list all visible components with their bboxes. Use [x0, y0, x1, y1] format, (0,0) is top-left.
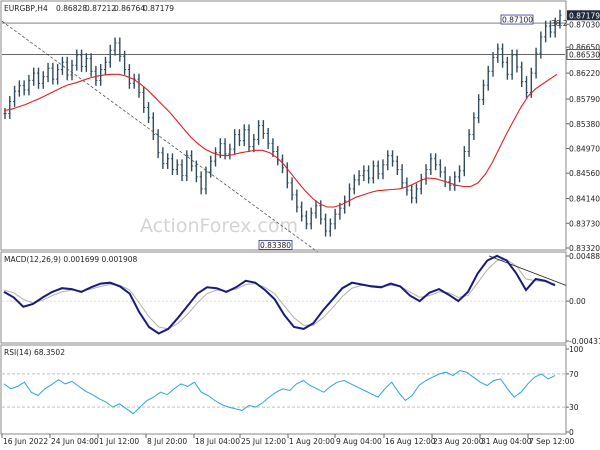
price-plot: 0.87100 38.2 0.83380 0.87179 0.86530	[1, 9, 600, 253]
x-tick-label: 31 Aug 04:00	[481, 437, 532, 446]
rsi-line	[3, 370, 556, 415]
watermark: ActionForex.com	[140, 215, 298, 237]
rsi-panel-frame	[0, 344, 567, 435]
macd-divergence-line	[488, 255, 567, 286]
price-axis: 0.87030 0.86650 0.86220 0.85790 0.85380 0.849…	[566, 20, 600, 253]
x-tick-label: 7 Sep 12:00	[529, 437, 575, 446]
rsi-tick-label: 0	[569, 428, 574, 437]
price-tick-label: 0.83730	[569, 219, 600, 228]
ohlc-open: 0.86828	[56, 4, 87, 13]
rsi-label: RSI(14) 68.3502	[4, 348, 65, 357]
macd-line	[3, 254, 556, 335]
x-tick-label: 9 Aug 04:00	[336, 437, 382, 446]
fib-label: 38.2	[551, 19, 568, 28]
price-tick-label: 0.85790	[569, 95, 600, 104]
x-tick-label: 18 Jul 04:00	[195, 437, 240, 446]
rsi-plot	[2, 370, 565, 415]
macd-label: MACD(12,26,9) 0.001699 0.001908	[4, 255, 138, 264]
rsi-tick-label: 100	[569, 345, 584, 354]
x-tick-label: 25 Jul 12:00	[241, 437, 286, 446]
x-tick-label: 24 Jun 04:00	[51, 437, 99, 446]
price-tick-label: 0.83320	[569, 244, 600, 253]
hline-tag	[566, 49, 600, 60]
level-high-label: 0.87100	[502, 16, 533, 25]
level-low-box	[258, 239, 293, 250]
descending-trendline	[1, 20, 319, 253]
x-tick-label: 8 Jul 20:00	[147, 437, 187, 446]
symbol-label: EURGBP,H4	[4, 4, 48, 13]
price-panel-frame	[0, 0, 567, 251]
price-tick-label: 0.84560	[569, 169, 600, 178]
hline-tag-label: 0.86530	[569, 50, 600, 59]
price-tick-label: 0.86650	[569, 43, 600, 52]
macd-panel-frame	[0, 251, 567, 344]
rsi-tick-label: 70	[569, 370, 579, 379]
price-tick-label: 0.84970	[569, 144, 600, 153]
last-price-tag	[567, 10, 600, 21]
macd-plot	[2, 254, 567, 335]
price-tick-label: 0.84140	[569, 195, 600, 204]
x-tick-label: 23 Aug 20:00	[433, 437, 484, 446]
x-axis: 16 Jun 2022 24 Jun 04:00 1 Jul 12:00 8 Jul …	[1, 434, 575, 446]
x-tick-label: 16 Jun 2022	[3, 437, 48, 446]
price-tick-label: 0.86220	[569, 69, 600, 78]
moving-average-line	[3, 73, 558, 208]
x-tick-label: 16 Aug 12:00	[385, 437, 436, 446]
macd-tick-label: 0.004885	[569, 252, 600, 261]
level-high-box	[500, 14, 534, 25]
macd-tick-label: -0.004315	[569, 337, 600, 346]
ohlc-high: 0.87212	[85, 4, 116, 13]
rsi-axis: 100 70 30 0	[566, 345, 584, 437]
level-low-label: 0.83380	[260, 241, 291, 250]
last-price-label: 0.87179	[569, 11, 600, 20]
macd-tick-label: 0.00	[569, 297, 586, 306]
x-tick-label: 1 Aug 20:00	[289, 437, 335, 446]
x-tick-label: 1 Jul 12:00	[99, 437, 139, 446]
macd-axis: 0.004885 0.00 -0.004315	[566, 252, 600, 346]
ohlc-close: 0.87179	[143, 4, 174, 13]
price-tick-label: 0.87030	[569, 20, 600, 29]
ohlc-low: 0.86764	[114, 4, 145, 13]
price-tick-label: 0.85380	[569, 120, 600, 129]
rsi-tick-label: 30	[569, 403, 579, 412]
